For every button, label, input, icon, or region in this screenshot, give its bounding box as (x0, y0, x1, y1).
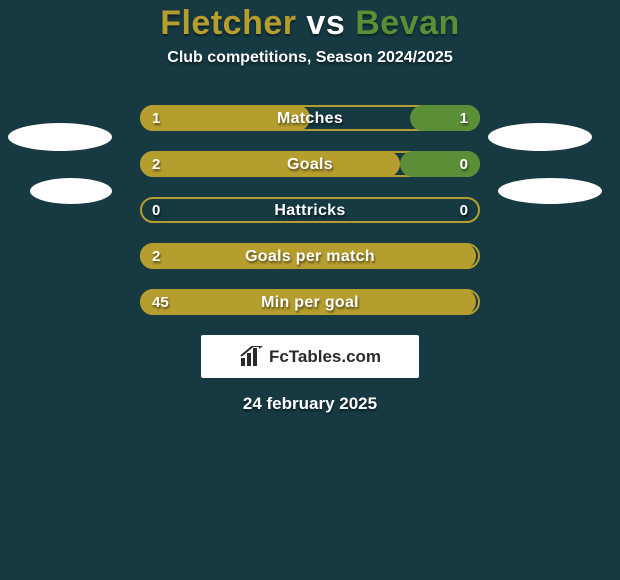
stat-track: Min per goal45 (140, 289, 480, 315)
stat-label: Min per goal (142, 294, 478, 312)
comparison-card: Fletcher vs Bevan Club competitions, Sea… (0, 0, 620, 580)
stat-track: Matches1 1 (140, 105, 480, 131)
barchart-icon (239, 346, 263, 368)
stat-value-left: 0 (152, 202, 160, 219)
stat-value-right: 0 (460, 202, 468, 219)
stat-track: Goals per match2 (140, 243, 480, 269)
title-part: vs (296, 4, 355, 42)
stat-value-right: 0 (460, 156, 468, 173)
player-marker (30, 178, 112, 204)
stat-label: Hattricks (142, 202, 478, 220)
stat-row: Goals2 0 (0, 151, 620, 177)
stat-value-left: 2 (152, 248, 160, 265)
stat-label: Matches (142, 110, 478, 128)
stat-value-left: 45 (152, 294, 169, 311)
subtitle: Club competitions, Season 2024/2025 (0, 49, 620, 67)
stat-track: Hattricks0 0 (140, 197, 480, 223)
date-text: 24 february 2025 (0, 394, 620, 414)
stat-value-right: 1 (460, 110, 468, 127)
stat-track: Goals2 0 (140, 151, 480, 177)
logo-text: FcTables.com (269, 347, 381, 367)
title-part: Fletcher (160, 4, 296, 42)
title-part: Bevan (355, 4, 460, 42)
stat-label: Goals per match (142, 248, 478, 266)
stat-value-left: 2 (152, 156, 160, 173)
stat-value-left: 1 (152, 110, 160, 127)
player-marker (488, 123, 592, 151)
player-marker (498, 178, 602, 204)
stat-row: Goals per match2 (0, 243, 620, 269)
page-title: Fletcher vs Bevan (0, 4, 620, 43)
player-marker (8, 123, 112, 151)
site-logo: FcTables.com (201, 335, 419, 378)
stat-label: Goals (142, 156, 478, 174)
stat-row: Min per goal45 (0, 289, 620, 315)
